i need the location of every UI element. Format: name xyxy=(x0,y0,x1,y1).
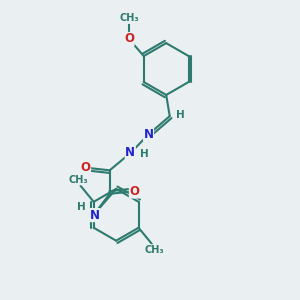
Text: N: N xyxy=(90,208,100,222)
Text: N: N xyxy=(125,146,135,159)
Text: CH₃: CH₃ xyxy=(68,175,88,185)
Text: H: H xyxy=(176,110,184,120)
Text: N: N xyxy=(143,128,154,141)
Text: CH₃: CH₃ xyxy=(119,14,139,23)
Text: H: H xyxy=(77,202,85,212)
Text: O: O xyxy=(129,185,140,198)
Text: CH₃: CH₃ xyxy=(145,245,165,255)
Text: O: O xyxy=(80,161,91,175)
Text: H: H xyxy=(140,149,148,159)
Text: O: O xyxy=(124,32,134,46)
